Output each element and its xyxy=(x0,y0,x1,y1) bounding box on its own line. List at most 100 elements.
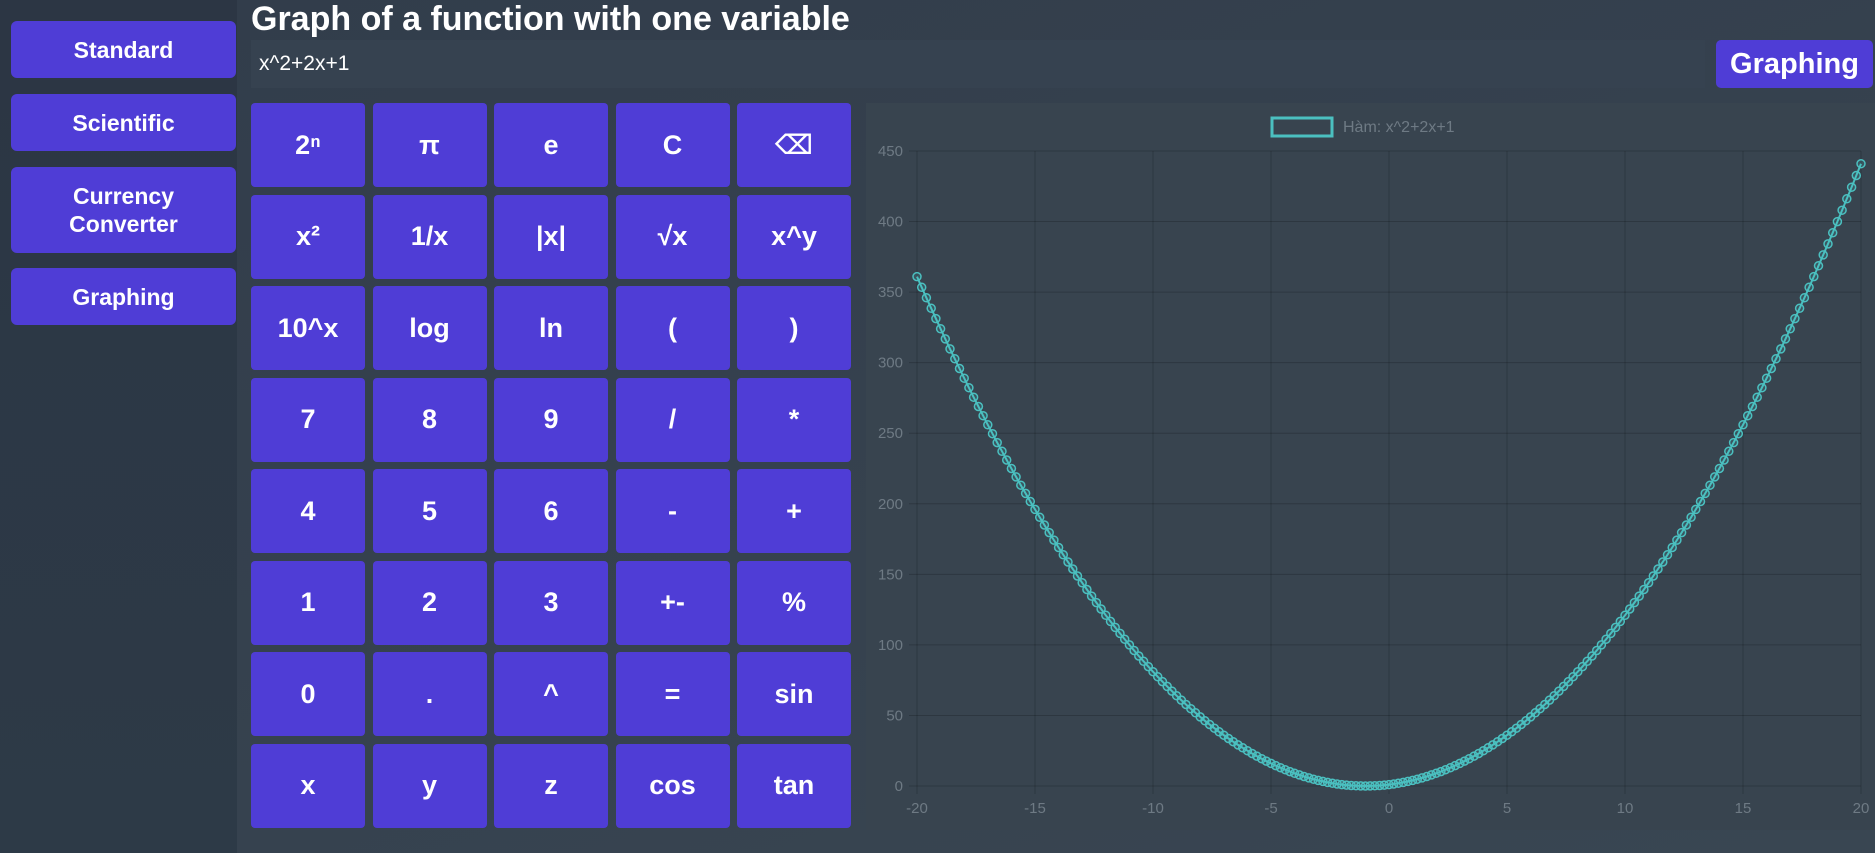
data-point xyxy=(1445,762,1456,773)
data-point xyxy=(1459,756,1470,766)
data-point xyxy=(1072,571,1083,581)
data-point xyxy=(1813,261,1824,271)
data-point xyxy=(1809,271,1819,282)
key-z[interactable]: z xyxy=(494,743,608,828)
data-point xyxy=(1082,584,1092,595)
data-point xyxy=(1068,564,1078,574)
key-divide[interactable]: / xyxy=(615,377,730,462)
data-point xyxy=(1672,535,1682,545)
key-reciprocal[interactable]: 1/x xyxy=(372,194,487,279)
x-tick-label: 10 xyxy=(1617,800,1634,817)
data-point xyxy=(1242,745,1253,756)
key-close-paren[interactable]: ) xyxy=(737,286,851,370)
key-tan[interactable]: tan xyxy=(737,743,851,828)
data-point xyxy=(912,271,922,282)
data-point xyxy=(1742,410,1753,421)
y-tick-label: 0 xyxy=(895,778,903,795)
data-point xyxy=(1667,542,1677,553)
data-point xyxy=(945,344,955,354)
key-4[interactable]: 4 xyxy=(251,469,365,553)
sidebar-item-standard[interactable]: Standard xyxy=(11,21,236,78)
data-point xyxy=(1705,480,1715,490)
x-tick-label: -5 xyxy=(1264,800,1277,817)
data-point xyxy=(1851,170,1862,181)
data-point xyxy=(1266,758,1276,769)
key-abs[interactable]: |x| xyxy=(494,194,608,279)
key-plus-minus[interactable]: +- xyxy=(615,560,730,645)
key-3[interactable]: 3 xyxy=(494,560,608,645)
graphing-button[interactable]: Graphing xyxy=(1716,40,1873,88)
sidebar-item-currency-converter[interactable]: Currency Converter xyxy=(11,167,236,253)
key-1[interactable]: 1 xyxy=(251,560,365,645)
key-ln[interactable]: ln xyxy=(494,286,608,370)
key-power[interactable]: x^y xyxy=(737,194,851,279)
key-square[interactable]: x² xyxy=(251,194,365,279)
data-point xyxy=(1469,751,1479,761)
x-tick-label: 15 xyxy=(1735,800,1752,817)
data-point xyxy=(1747,401,1758,412)
key-9[interactable]: 9 xyxy=(494,377,608,462)
key-sqrt[interactable]: √x xyxy=(615,194,730,279)
key-6[interactable]: 6 xyxy=(494,469,608,553)
key-plus[interactable]: + xyxy=(737,469,851,553)
key-e[interactable]: e xyxy=(494,103,608,187)
key-x[interactable]: x xyxy=(251,743,365,828)
key-multiply[interactable]: * xyxy=(737,377,851,462)
data-point xyxy=(1620,610,1630,621)
key-equals[interactable]: = xyxy=(615,652,730,736)
data-point xyxy=(1643,578,1654,588)
legend-label: Hàm: x^2+2x+1 xyxy=(1343,119,1455,136)
key-clear[interactable]: C xyxy=(615,103,730,187)
key-log[interactable]: log xyxy=(372,286,487,370)
data-point xyxy=(1676,527,1687,538)
x-tick-label: -15 xyxy=(1024,800,1046,817)
key-7[interactable]: 7 xyxy=(251,377,365,462)
data-point xyxy=(1247,748,1257,759)
key-percent[interactable]: % xyxy=(737,560,851,645)
y-tick-label: 200 xyxy=(878,496,903,513)
data-point xyxy=(1039,520,1050,530)
y-tick-label: 300 xyxy=(878,355,903,372)
data-point xyxy=(1842,194,1852,204)
data-point xyxy=(987,428,998,439)
function-expression-input[interactable] xyxy=(251,40,1705,88)
key-pow2n[interactable]: 2ⁿ xyxy=(251,103,365,187)
key-open-paren[interactable]: ( xyxy=(615,286,730,370)
data-point xyxy=(1724,446,1734,457)
data-point xyxy=(954,363,965,374)
key-0[interactable]: 0 xyxy=(251,652,365,736)
data-point xyxy=(1662,550,1673,560)
data-point xyxy=(1492,736,1503,747)
key-backspace[interactable]: ⌫ xyxy=(737,103,851,187)
key-minus[interactable]: - xyxy=(615,469,730,553)
key-5[interactable]: 5 xyxy=(372,469,487,553)
key-sin[interactable]: sin xyxy=(737,652,851,736)
data-point xyxy=(1794,303,1805,314)
data-point xyxy=(1658,557,1668,567)
data-point xyxy=(1681,520,1692,530)
data-point xyxy=(1440,764,1451,775)
y-tick-label: 400 xyxy=(878,214,903,231)
key-2[interactable]: 2 xyxy=(372,560,487,645)
data-point xyxy=(1020,488,1031,499)
key-decimal[interactable]: . xyxy=(372,652,487,736)
data-point xyxy=(1624,604,1635,614)
data-point xyxy=(1086,591,1097,601)
key-cos[interactable]: cos xyxy=(615,743,730,828)
data-point xyxy=(1827,228,1838,238)
data-point xyxy=(1695,496,1706,507)
sidebar-item-graphing[interactable]: Graphing xyxy=(11,268,236,325)
legend-swatch xyxy=(1270,116,1334,138)
key-y[interactable]: y xyxy=(372,743,487,828)
data-point xyxy=(1006,463,1017,474)
key-caret[interactable]: ^ xyxy=(494,652,608,736)
data-point xyxy=(1615,616,1626,627)
data-point xyxy=(1464,753,1474,764)
data-point xyxy=(1058,550,1069,560)
key-8[interactable]: 8 xyxy=(372,377,487,462)
data-point xyxy=(1639,584,1649,595)
sidebar-item-scientific[interactable]: Scientific xyxy=(11,94,236,151)
key-pi[interactable]: π xyxy=(372,103,487,187)
data-point xyxy=(1261,756,1272,766)
key-pow10[interactable]: 10^x xyxy=(251,286,365,370)
